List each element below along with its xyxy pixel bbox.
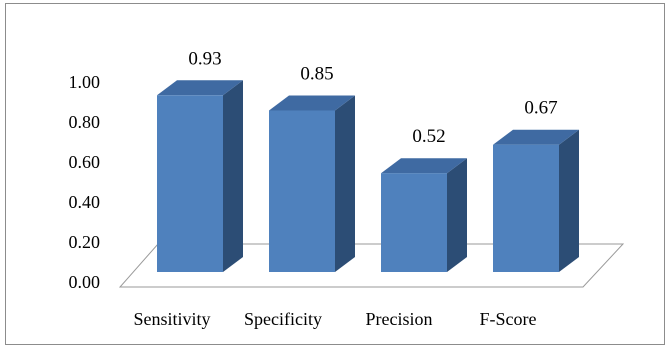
bar-f-score: [493, 129, 579, 272]
bar-specificity: [269, 95, 355, 272]
floor-plane: [118, 243, 625, 288]
bar-sensitivity: [157, 80, 243, 272]
bar-side-face: [559, 129, 579, 272]
x-category-label: Sensitivity: [133, 309, 210, 329]
bars: [157, 80, 579, 272]
data-label: 0.67: [524, 98, 557, 119]
data-labels: 0.93 0.85 0.52 0.67: [188, 48, 557, 147]
y-tick-label: 0.00: [69, 272, 101, 292]
data-label: 0.52: [412, 126, 445, 147]
x-category-label: F-Score: [480, 309, 537, 329]
bar-top-face: [381, 158, 467, 174]
y-axis-ticks: 0.00 0.20 0.40 0.60 0.80 1.00: [69, 72, 101, 292]
bar-side-face: [335, 95, 355, 272]
bar-side-face: [447, 158, 467, 272]
x-axis-labels: Sensitivity Specificity Precision F-Score: [133, 309, 536, 329]
x-category-label: Precision: [366, 309, 433, 329]
y-tick-label: 0.80: [69, 112, 101, 132]
bar-top-face: [157, 80, 243, 96]
bar-top-face: [493, 129, 579, 145]
bar-front-face: [381, 173, 447, 272]
y-tick-label: 0.20: [69, 232, 101, 252]
y-tick-label: 1.00: [69, 72, 101, 92]
bar-top-face: [269, 95, 355, 111]
chart-floor: [118, 243, 625, 288]
bar-front-face: [157, 95, 223, 272]
y-tick-label: 0.60: [69, 152, 101, 172]
data-label: 0.85: [300, 64, 333, 85]
data-label: 0.93: [188, 48, 221, 69]
bar-side-face: [223, 80, 243, 272]
bar-front-face: [493, 144, 559, 272]
bar-precision: [381, 158, 467, 272]
x-category-label: Specificity: [244, 309, 322, 329]
y-tick-label: 0.40: [69, 192, 101, 212]
bar-front-face: [269, 110, 335, 272]
